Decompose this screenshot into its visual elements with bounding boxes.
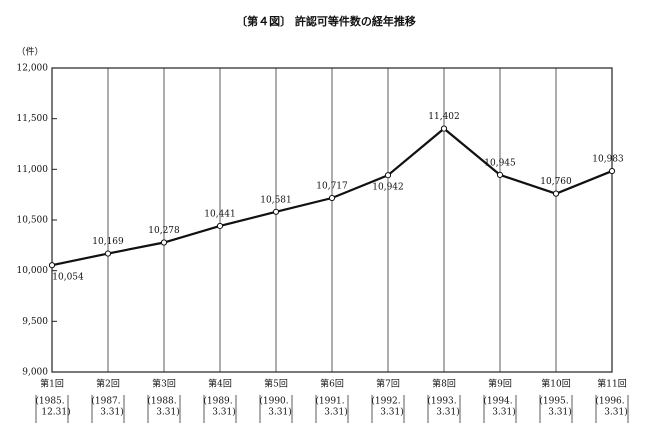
x-tick-label: 第5回: [264, 378, 288, 390]
x-tick-date: 3.31): [212, 407, 236, 418]
value-label: 10,581: [260, 195, 292, 205]
point: [160, 239, 168, 246]
value-label: 10,441: [204, 209, 236, 219]
x-tick-date: (1995.: [539, 396, 568, 407]
value-label: 10,942: [372, 183, 404, 193]
y-tick-label: 11,000: [17, 165, 49, 175]
x-tick-date: 3.31): [100, 407, 124, 418]
x-tick-date: (1989.: [203, 396, 232, 407]
point: [440, 125, 448, 132]
date-bracket: [539, 395, 573, 423]
point: [328, 194, 336, 202]
date-bracket: [427, 395, 461, 423]
x-tick-label: 第8回: [432, 378, 456, 390]
x-tick-date: 3.31): [380, 407, 404, 418]
point: [216, 222, 224, 230]
x-tick-date: 3.31): [268, 407, 292, 418]
x-tick-label: 第10回: [541, 378, 570, 390]
x-tick-label: 第11回: [597, 378, 626, 390]
y-unit: （件）: [16, 46, 43, 58]
value-label: 10,717: [316, 182, 348, 192]
date-bracket: [91, 395, 125, 423]
y-tick-label: 9,000: [22, 368, 48, 378]
value-label: 10,945: [484, 158, 516, 168]
value-label: 10,760: [540, 177, 572, 187]
y-tick-label: 12,000: [17, 64, 49, 74]
value-label: 10,054: [52, 273, 84, 283]
point: [272, 208, 280, 215]
x-tick-label: 第6回: [320, 378, 344, 390]
x-tick-label: 第4回: [208, 378, 232, 390]
x-tick-date: (1990.: [259, 396, 288, 407]
x-tick-date: 3.31): [492, 407, 516, 418]
x-tick-date: 3.31): [436, 407, 460, 418]
x-tick-date: (1992.: [371, 396, 400, 407]
date-bracket: [595, 395, 629, 423]
x-tick-date: (1993.: [427, 396, 456, 407]
y-tick-label: 9,500: [22, 317, 48, 327]
value-label: 10,169: [92, 237, 124, 247]
point: [496, 171, 504, 179]
date-bracket: [483, 395, 517, 423]
value-label: 10,278: [148, 226, 180, 236]
date-bracket: [315, 395, 349, 423]
point: [608, 167, 616, 175]
x-tick-date: 3.31): [604, 407, 628, 418]
x-tick-label: 第2回: [96, 378, 120, 390]
x-tick-date: 3.31): [156, 407, 180, 418]
date-bracket: [203, 395, 237, 423]
x-tick-date: (1988.: [147, 396, 176, 407]
y-tick-label: 11,500: [17, 114, 49, 124]
date-bracket: [147, 395, 181, 423]
date-bracket: [259, 395, 293, 423]
y-tick-label: 10,500: [17, 216, 49, 226]
x-tick-date: (1987.: [91, 396, 120, 407]
point: [104, 250, 112, 257]
date-bracket: [371, 395, 405, 423]
point: [48, 262, 56, 269]
x-tick-date: 3.31): [548, 407, 572, 418]
point: [384, 172, 392, 179]
x-tick-date: (1991.: [315, 396, 344, 407]
x-tick-label: 第7回: [376, 378, 400, 390]
chart-title: 〔第４図〕 許認可等件数の経年推移: [236, 14, 416, 28]
point: [552, 190, 560, 197]
y-tick-label: 10,000: [17, 266, 49, 276]
date-bracket: [35, 395, 69, 423]
x-tick-date: (1996.: [595, 396, 624, 407]
value-label: 10,983: [592, 155, 624, 165]
x-tick-date: (1985.: [35, 396, 64, 407]
x-tick-label: 第1回: [40, 378, 64, 390]
x-tick-date: (1994.: [483, 396, 512, 407]
x-tick-date: 3.31): [324, 407, 348, 418]
value-label: 11,402: [428, 112, 460, 122]
x-tick-label: 第3回: [152, 378, 176, 390]
x-tick-date: 12.31): [41, 407, 70, 418]
x-tick-label: 第9回: [488, 378, 512, 390]
